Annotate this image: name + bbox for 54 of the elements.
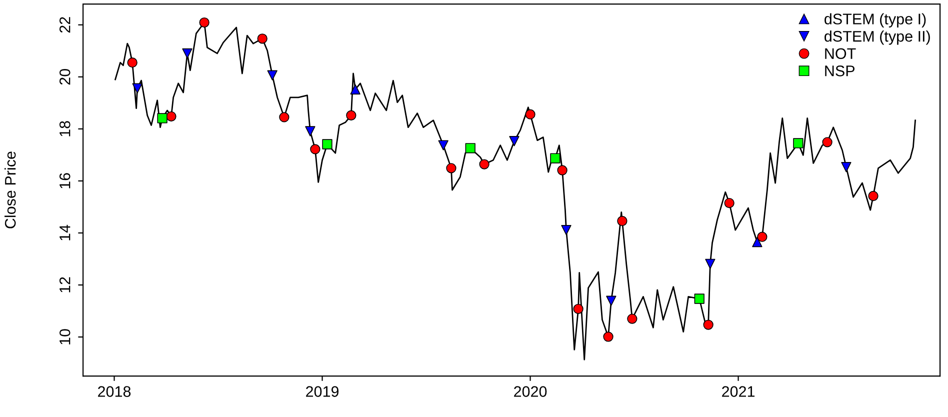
- point: [479, 159, 490, 170]
- point: [868, 190, 878, 202]
- point: [132, 83, 142, 94]
- point: [705, 258, 716, 269]
- point: [557, 165, 568, 176]
- legend-label: dSTEM (type II): [824, 30, 930, 45]
- x-tick-label: 2021: [722, 386, 755, 397]
- y-tick-label: 10: [59, 329, 70, 344]
- point: [438, 140, 448, 150]
- point: [157, 113, 168, 124]
- point: [199, 17, 210, 28]
- point: [752, 236, 762, 248]
- legend-label: NOT: [825, 48, 856, 60]
- point: [166, 111, 176, 122]
- point: [694, 294, 704, 304]
- point: [525, 109, 536, 120]
- point: [350, 84, 360, 94]
- point: [305, 126, 316, 136]
- point: [127, 57, 138, 68]
- point: [822, 137, 832, 148]
- y-tick-label: 22: [59, 17, 70, 33]
- point: [606, 296, 616, 306]
- point: [550, 153, 560, 164]
- point: [573, 304, 584, 314]
- point: [257, 34, 268, 44]
- point: [446, 163, 456, 174]
- x-tick-label: 2020: [514, 386, 547, 397]
- point: [509, 136, 520, 146]
- y-tick-label: 12: [59, 277, 70, 292]
- point: [182, 48, 192, 59]
- point: [793, 138, 804, 148]
- x-tick-label: 2019: [306, 386, 339, 397]
- y-tick-label: 18: [59, 121, 70, 136]
- y-axis-title: Close Price: [4, 152, 16, 228]
- point: [703, 320, 714, 330]
- y-tick-label: 20: [59, 68, 70, 85]
- point: [322, 139, 332, 150]
- point: [603, 332, 614, 342]
- legend-label: NSP: [825, 66, 855, 76]
- point: [724, 198, 734, 208]
- point: [617, 216, 628, 226]
- point: [279, 112, 290, 122]
- point: [841, 162, 852, 172]
- point: [310, 144, 320, 154]
- point: [465, 143, 476, 154]
- point: [267, 70, 278, 80]
- point: [346, 110, 356, 120]
- legend-label: dSTEM (type I): [824, 13, 926, 28]
- point: [561, 225, 572, 236]
- x-tick-label: 2018: [98, 386, 131, 397]
- point: [757, 232, 768, 242]
- y-tick-label: 16: [59, 173, 70, 188]
- point: [627, 314, 638, 324]
- y-tick-label: 14: [60, 224, 70, 240]
